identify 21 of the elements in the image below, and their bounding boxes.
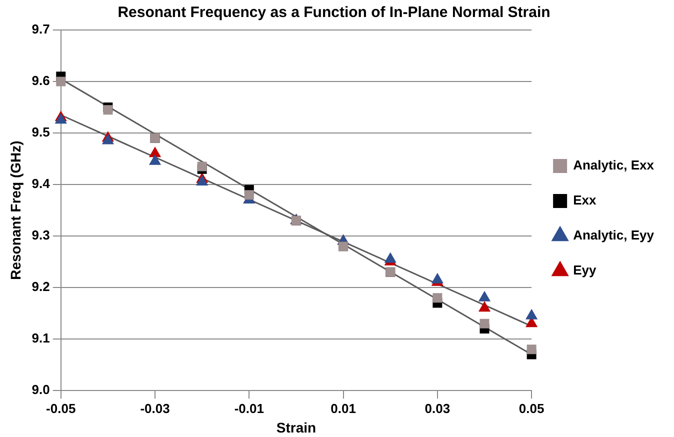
- legend-label: Eyy: [573, 262, 597, 278]
- chart-title: Resonant Frequency as a Function of In-Plane Normal Strain: [118, 4, 550, 22]
- x-tick-label: 0.03: [424, 400, 450, 416]
- y-tick-label: 9.1: [32, 330, 50, 346]
- x-tick-label: -0.05: [46, 400, 76, 416]
- legend-label: Exx: [573, 192, 597, 208]
- y-tick-label: 9.7: [32, 22, 50, 37]
- y-tick-label: 9.4: [32, 176, 51, 192]
- y-tick-label: 9.0: [32, 382, 50, 398]
- legend-label: Analytic, Eyy: [573, 228, 655, 243]
- legend-label: Analytic, Exx: [573, 158, 655, 173]
- y-tick-label: 9.5: [32, 124, 50, 140]
- x-tick-label: 0.05: [518, 400, 544, 416]
- x-axis-title: Strain: [276, 419, 316, 436]
- y-tick-label: 9.2: [32, 279, 50, 294]
- x-tick-label: 0.01: [330, 400, 356, 416]
- x-tick-label: -0.03: [140, 400, 170, 416]
- y-tick-label: 9.3: [32, 228, 50, 243]
- y-tick-label: 9.6: [32, 73, 50, 88]
- y-axis-title: Resonant Freq (GHz): [7, 140, 24, 280]
- x-tick-label: -0.01: [234, 400, 264, 416]
